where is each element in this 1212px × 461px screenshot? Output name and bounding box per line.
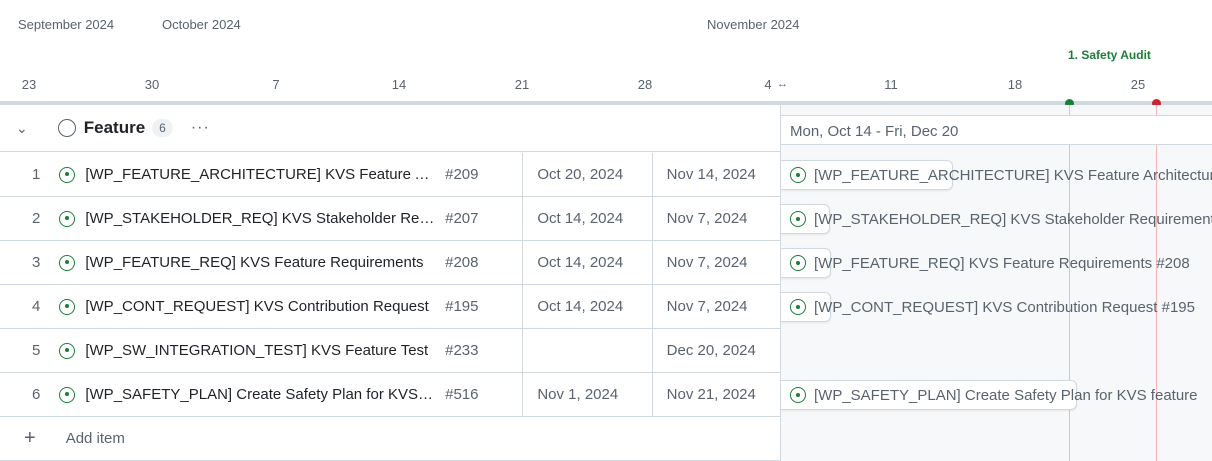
item-title[interactable]: [WP_SW_INTEGRATION_TEST] KVS Feature Tes… bbox=[85, 342, 429, 359]
open-issue-icon bbox=[790, 299, 806, 315]
group-count-badge: 6 bbox=[152, 119, 173, 137]
bar-label: [WP_FEATURE_REQ] KVS Feature Requirement… bbox=[814, 254, 1190, 272]
week-tick-label: 14 bbox=[391, 77, 407, 92]
issue-number: #233 bbox=[445, 342, 479, 359]
start-date-cell[interactable]: Oct 14, 2024 bbox=[522, 284, 651, 329]
group-date-range: Mon, Oct 14 - Fri, Dec 20 bbox=[781, 115, 1212, 145]
open-issue-icon bbox=[59, 342, 76, 359]
bar-fill[interactable] bbox=[781, 380, 1077, 410]
timeline-bar[interactable]: [WP_FEATURE_ARCHITECTURE] KVS Feature Ar… bbox=[781, 160, 1212, 190]
open-issue-icon bbox=[790, 167, 806, 183]
bar-fill[interactable] bbox=[781, 160, 953, 190]
open-issue-icon bbox=[59, 166, 76, 183]
group-name: Feature bbox=[83, 118, 146, 137]
table-row[interactable]: 5 [WP_SW_INTEGRATION_TEST] KVS Feature T… bbox=[0, 328, 780, 373]
table-row[interactable]: 1 [WP_FEATURE_ARCHITECTURE] KVS Feature … bbox=[0, 152, 780, 197]
month-label: November 2024 bbox=[707, 17, 800, 32]
bar-fill[interactable] bbox=[781, 292, 831, 322]
start-date-cell[interactable]: Oct 14, 2024 bbox=[522, 196, 651, 241]
row-number: 5 bbox=[32, 342, 41, 359]
bar-label: [WP_SAFETY_PLAN] Create Safety Plan for … bbox=[814, 386, 1198, 404]
row-number: 4 bbox=[32, 298, 41, 315]
table-row[interactable]: 2 [WP_STAKEHOLDER_REQ] KVS Stakeholder R… bbox=[0, 196, 780, 241]
start-date-cell[interactable]: Oct 14, 2024 bbox=[522, 240, 651, 285]
chevron-down-icon[interactable]: ⌄ bbox=[16, 119, 28, 136]
add-item-label[interactable]: Add item bbox=[65, 430, 125, 447]
row-number: 3 bbox=[32, 254, 41, 271]
resize-handle-icon[interactable]: ↔ bbox=[777, 78, 788, 90]
end-date-cell[interactable]: Nov 7, 2024 bbox=[651, 284, 780, 329]
more-options-icon[interactable]: ··· bbox=[190, 119, 210, 136]
end-date-cell[interactable]: Dec 20, 2024 bbox=[651, 328, 780, 373]
start-date-cell[interactable]: Nov 1, 2024 bbox=[522, 372, 651, 417]
bar-label: [WP_STAKEHOLDER_REQ] KVS Stakeholder Req… bbox=[814, 210, 1212, 228]
milestone-label[interactable]: 1. Safety Audit bbox=[1068, 48, 1151, 62]
month-label: October 2024 bbox=[162, 17, 241, 32]
week-tick-label: 28 bbox=[637, 77, 653, 92]
table-row[interactable]: 6 [WP_SAFETY_PLAN] Create Safety Plan fo… bbox=[0, 372, 780, 417]
month-label: September 2024 bbox=[18, 17, 115, 32]
week-tick-label: 23 bbox=[21, 77, 37, 92]
week-tick-label: 11 bbox=[884, 77, 898, 92]
timeline-bar[interactable]: [WP_STAKEHOLDER_REQ] KVS Stakeholder Req… bbox=[781, 204, 1212, 234]
timeline-bar[interactable]: [WP_FEATURE_REQ] KVS Feature Requirement… bbox=[781, 248, 1190, 278]
start-date-cell[interactable] bbox=[522, 328, 651, 373]
open-issue-icon bbox=[59, 254, 76, 271]
open-issue-icon bbox=[790, 387, 806, 403]
plus-icon: + bbox=[24, 427, 36, 449]
week-tick-label: 4 bbox=[764, 77, 772, 92]
today-line bbox=[1156, 105, 1157, 461]
start-date-cell[interactable]: Oct 20, 2024 bbox=[522, 152, 651, 197]
timeline-bar[interactable]: [WP_SAFETY_PLAN] Create Safety Plan for … bbox=[781, 380, 1198, 410]
issue-number: #208 bbox=[445, 254, 479, 271]
week-tick-label: 18 bbox=[1007, 77, 1023, 92]
end-date-cell[interactable]: Nov 14, 2024 bbox=[651, 152, 780, 197]
group-header: ⌄ Feature 6 ··· bbox=[0, 105, 780, 152]
open-issue-icon bbox=[59, 298, 76, 315]
header-divider bbox=[0, 101, 1212, 105]
item-title[interactable]: [WP_FEATURE_ARCHITECTURE] KVS Feature Ar… bbox=[85, 166, 437, 183]
week-tick-label: 25 bbox=[1130, 77, 1146, 92]
milestone-line bbox=[1069, 105, 1070, 461]
add-item-row[interactable]: + Add item bbox=[0, 417, 780, 461]
timeline: Mon, Oct 14 - Fri, Dec 20 [WP_FEATURE_AR… bbox=[780, 105, 1212, 461]
issue-number: #195 bbox=[445, 298, 479, 315]
table-row[interactable]: 3 [WP_FEATURE_REQ] KVS Feature Requireme… bbox=[0, 240, 780, 285]
issue-number: #207 bbox=[445, 210, 479, 227]
bar-fill[interactable] bbox=[781, 248, 831, 278]
today-marker bbox=[1152, 99, 1161, 108]
table-row[interactable]: 4 [WP_CONT_REQUEST] KVS Contribution Req… bbox=[0, 284, 780, 329]
open-issue-icon bbox=[59, 210, 76, 227]
week-tick-label: 7 bbox=[272, 77, 280, 92]
week-tick-label: 30 bbox=[144, 77, 160, 92]
issue-number: #209 bbox=[445, 166, 479, 183]
item-title[interactable]: [WP_FEATURE_REQ] KVS Feature Requirement… bbox=[85, 254, 424, 271]
end-date-cell[interactable]: Nov 21, 2024 bbox=[651, 372, 780, 417]
week-tick-label: 21 bbox=[514, 77, 530, 92]
row-number: 6 bbox=[32, 386, 41, 403]
end-date-cell[interactable]: Nov 7, 2024 bbox=[651, 240, 780, 285]
open-issue-icon bbox=[790, 211, 806, 227]
timeline-bar[interactable]: [WP_CONT_REQUEST] KVS Contribution Reque… bbox=[781, 292, 1195, 322]
end-date-cell[interactable]: Nov 7, 2024 bbox=[651, 196, 780, 241]
bar-label: [WP_FEATURE_ARCHITECTURE] KVS Feature Ar… bbox=[814, 166, 1212, 184]
item-title[interactable]: [WP_CONT_REQUEST] KVS Contribution Reque… bbox=[85, 298, 429, 315]
issue-number: #516 bbox=[445, 386, 479, 403]
status-circle-icon bbox=[57, 119, 76, 137]
milestone-marker[interactable] bbox=[1065, 99, 1074, 108]
row-number: 2 bbox=[32, 210, 41, 227]
item-title[interactable]: [WP_STAKEHOLDER_REQ] KVS Stakeholder Req… bbox=[85, 210, 437, 227]
open-issue-icon bbox=[59, 386, 76, 403]
open-issue-icon bbox=[790, 255, 806, 271]
bar-label: [WP_CONT_REQUEST] KVS Contribution Reque… bbox=[814, 298, 1195, 316]
item-title[interactable]: [WP_SAFETY_PLAN] Create Safety Plan for … bbox=[85, 386, 438, 403]
row-number: 1 bbox=[32, 166, 41, 183]
